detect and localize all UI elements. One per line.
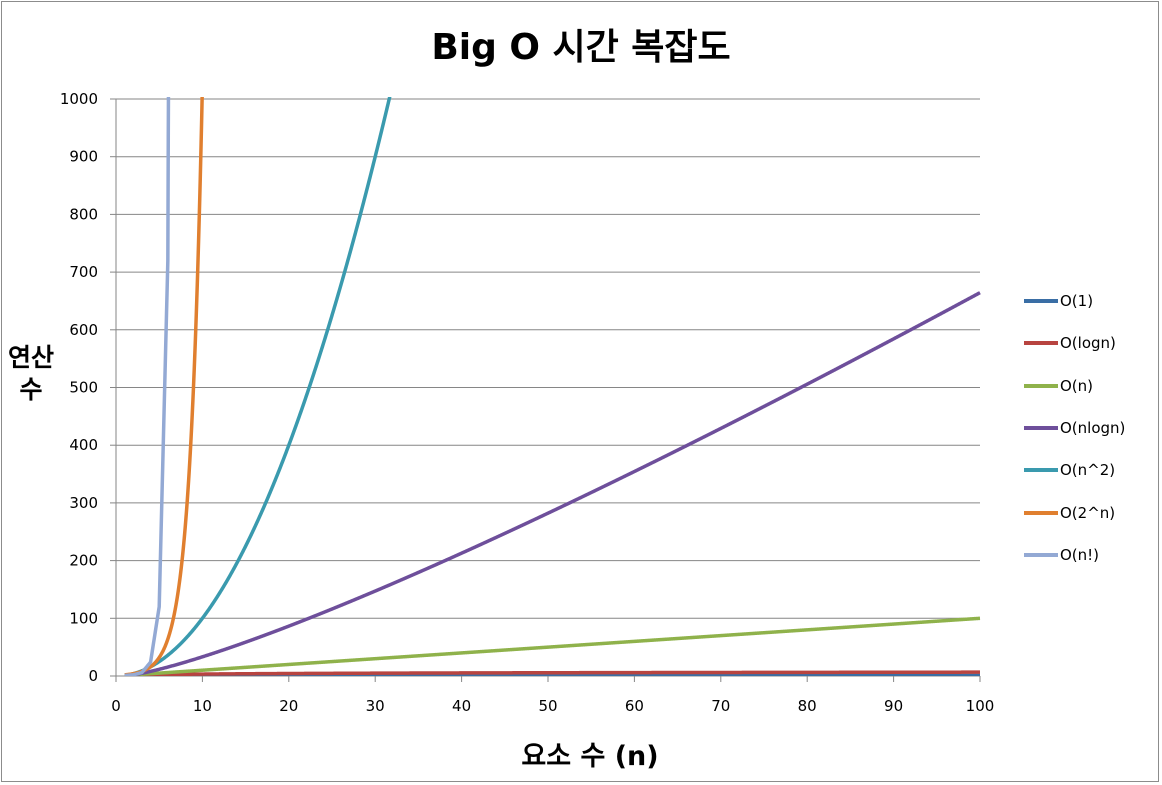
y-tick-label: 1000 <box>60 90 98 108</box>
legend-swatch <box>1024 299 1058 303</box>
x-tick: 100 <box>966 697 995 715</box>
x-tick: 40 <box>452 697 471 715</box>
x-tick-label: 90 <box>884 697 903 715</box>
y-tick-label: 900 <box>69 148 98 166</box>
legend-label: O(n!) <box>1060 545 1100 564</box>
series-line-O(n) <box>123 616 982 676</box>
legend-label: O(n) <box>1060 376 1094 395</box>
x-tick-label: 30 <box>366 697 385 715</box>
x-tick-label: 80 <box>798 697 817 715</box>
legend-swatch <box>1024 341 1058 346</box>
x-tick: 30 <box>366 697 385 715</box>
legend-label: O(2^n) <box>1060 503 1116 522</box>
y-tick-label: 400 <box>69 436 98 454</box>
y-tick: 700 <box>69 263 98 281</box>
y-tick: 400 <box>69 436 98 454</box>
y-tick-label: 100 <box>69 609 98 627</box>
legend-item: O(nlogn) <box>1024 418 1125 438</box>
x-tick-label: 100 <box>966 697 995 715</box>
x-axis-label: 요소 수 (n) <box>521 741 659 772</box>
x-tick: 90 <box>884 697 903 715</box>
legend-swatch <box>1024 425 1058 430</box>
x-tick: 80 <box>798 697 817 715</box>
y-axis-label-line-2: 수 <box>19 375 43 404</box>
legend-swatch <box>1024 383 1058 388</box>
x-tick-label: 40 <box>452 697 471 715</box>
legend-item: O(logn) <box>1024 333 1116 353</box>
y-tick: 200 <box>69 552 98 570</box>
legend-label: O(logn) <box>1060 334 1116 353</box>
chart-title: Big O 시간 복잡도 <box>431 27 731 68</box>
x-tick: 10 <box>193 697 212 715</box>
y-tick-label: 500 <box>69 379 98 397</box>
y-axis-label: 연산 수 <box>0 342 62 406</box>
x-tick: 0 <box>111 697 121 715</box>
x-tick-label: 50 <box>538 697 557 715</box>
y-tick: 500 <box>69 379 98 397</box>
y-tick: 300 <box>69 494 98 512</box>
x-tick-label: 60 <box>625 697 644 715</box>
y-tick: 800 <box>69 205 98 223</box>
y-tick-label: 700 <box>69 263 98 281</box>
x-tick: 70 <box>711 697 730 715</box>
series-line-O(n^2) <box>123 97 392 676</box>
legend-item: O(2^n) <box>1024 503 1115 523</box>
legend-label: O(1) <box>1060 292 1094 310</box>
y-tick: 0 <box>88 667 98 685</box>
y-tick-label: 0 <box>88 667 98 685</box>
legend-swatch <box>1024 510 1058 515</box>
y-tick: 900 <box>69 148 98 166</box>
legend-label: O(nlogn) <box>1060 418 1126 437</box>
x-tick-label: 0 <box>111 697 121 715</box>
x-tick-label: 70 <box>711 697 730 715</box>
x-tick: 20 <box>279 697 298 715</box>
y-tick: 1000 <box>60 90 98 108</box>
x-tick-label: 20 <box>279 697 298 715</box>
y-tick-label: 800 <box>69 205 98 223</box>
legend-item: O(n^2) <box>1024 460 1115 480</box>
y-tick-label: 200 <box>69 552 98 570</box>
legend-item: O(1) <box>1024 291 1093 311</box>
x-tick: 50 <box>538 697 557 715</box>
legend-item: O(n!) <box>1024 545 1099 565</box>
y-tick-label: 300 <box>69 494 98 512</box>
x-tick: 60 <box>625 697 644 715</box>
legend-label: O(n^2) <box>1060 461 1116 480</box>
x-tick-label: 10 <box>193 697 212 715</box>
series-line-O(nlogn) <box>123 291 982 676</box>
series-line-O(logn) <box>123 670 982 676</box>
legend-swatch <box>1024 468 1058 473</box>
y-tick: 100 <box>69 609 98 627</box>
series-line-O(n!) <box>123 97 171 676</box>
y-tick-label: 600 <box>69 321 98 339</box>
legend-swatch <box>1024 552 1058 557</box>
y-tick: 600 <box>69 321 98 339</box>
legend-item: O(n) <box>1024 376 1093 396</box>
y-axis-label-line-1: 연산 <box>7 343 54 372</box>
